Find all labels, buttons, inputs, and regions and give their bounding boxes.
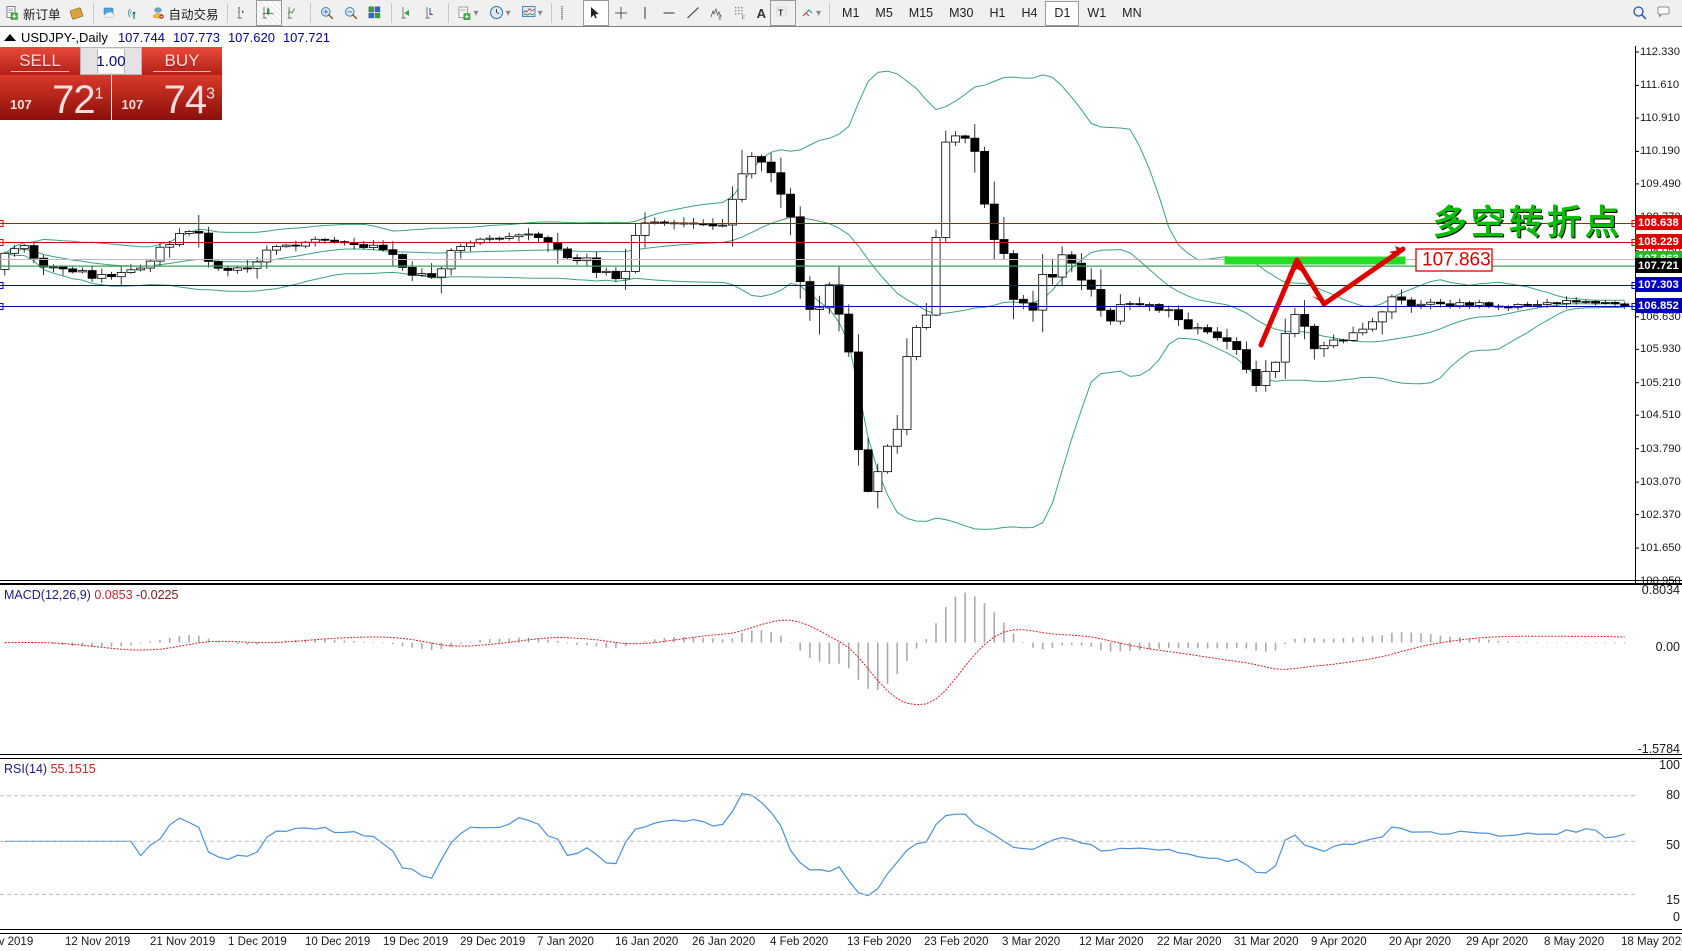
svg-text:E: E — [718, 16, 722, 22]
svg-text:T: T — [778, 9, 783, 18]
svg-text:107.863: 107.863 — [1422, 250, 1491, 271]
svg-text:F: F — [742, 16, 745, 22]
svg-text:多空转折点: 多空转折点 — [1433, 204, 1623, 242]
